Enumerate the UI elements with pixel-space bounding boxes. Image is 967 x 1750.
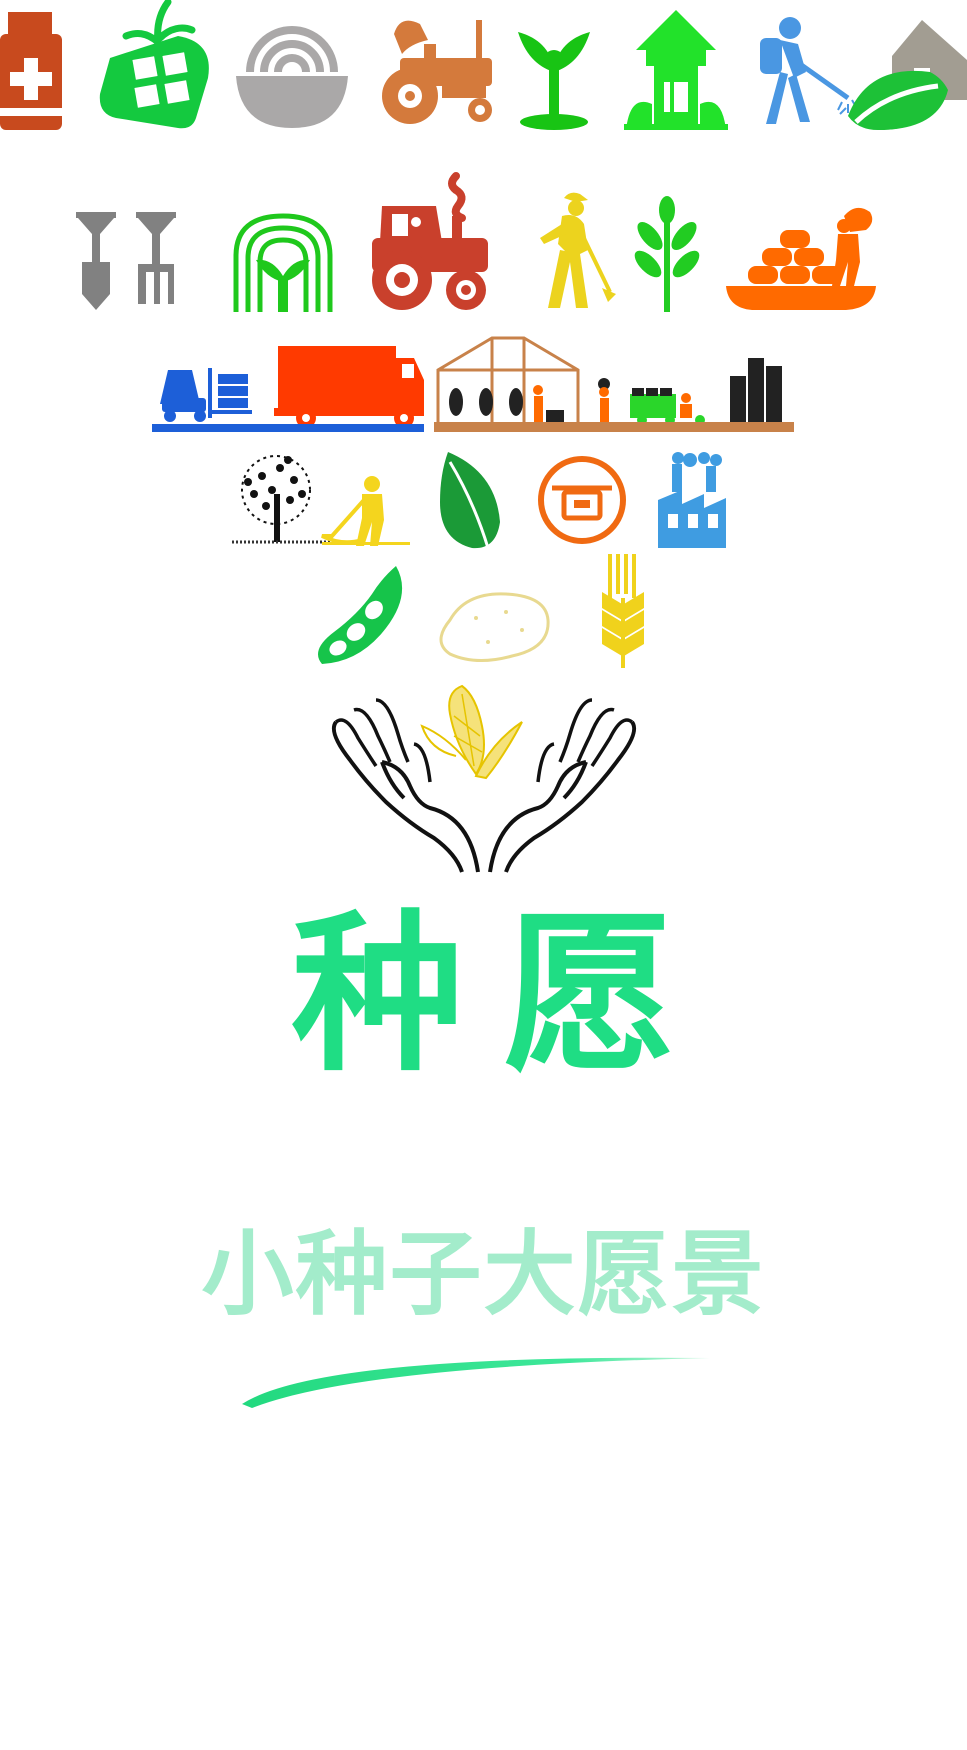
wheat-ear-icon (602, 554, 644, 668)
wheat-leaf-icon (634, 196, 700, 312)
noodle-bowl-icon (236, 26, 348, 128)
sprayer-worker-icon (760, 17, 857, 124)
seed-package-icon (99, 0, 209, 129)
farmer-hoeing-icon (540, 192, 616, 308)
soybean-icon (318, 566, 403, 664)
greenhouse-harvest-icon (434, 336, 794, 432)
green-leaf-icon (440, 452, 500, 549)
tractor-icon (382, 20, 492, 124)
app-title: 种愿 (291, 894, 716, 1095)
greenhouse-house-icon (624, 10, 728, 130)
forklift-truck-icon (152, 346, 424, 432)
potato-icon (439, 592, 550, 663)
worker-sacks-icon (726, 207, 876, 310)
app-slogan: 小种子大愿景 (201, 1221, 766, 1328)
tree-farmer-icon (232, 455, 410, 546)
red-tractor-icon (372, 172, 488, 310)
hands-corn-icon (331, 684, 637, 873)
lunchbox-icon (538, 456, 626, 544)
swoosh-underline (242, 1357, 710, 1408)
sprout-icon (518, 32, 590, 130)
shovel-rake-icon (76, 212, 176, 310)
medicine-bottle-icon (0, 12, 62, 130)
leaf-house-icon (848, 20, 967, 130)
plant-arch-icon (233, 213, 333, 312)
factory-icon (658, 452, 726, 548)
